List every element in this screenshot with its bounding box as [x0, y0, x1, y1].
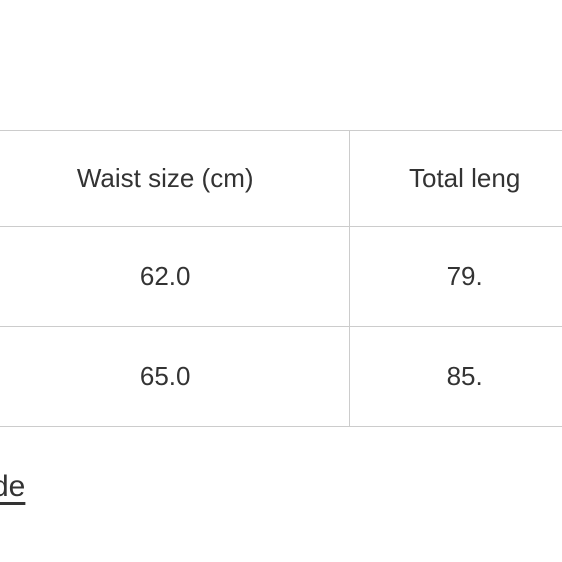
table-row: 65.0 85.: [0, 327, 562, 427]
size-table-container: Waist size (cm) Total leng 62.0 79. 65.0…: [0, 130, 562, 427]
column-header-waist: Waist size (cm): [0, 131, 350, 227]
column-header-length: Total leng: [350, 131, 562, 227]
size-table: Waist size (cm) Total leng 62.0 79. 65.0…: [0, 130, 562, 427]
table-cell: 85.: [350, 327, 562, 427]
table-cell: 65.0: [0, 327, 350, 427]
table-cell: 62.0: [0, 227, 350, 327]
table-header-row: Waist size (cm) Total leng: [0, 131, 562, 227]
table-cell: 79.: [350, 227, 562, 327]
table-row: 62.0 79.: [0, 227, 562, 327]
guide-link[interactable]: de: [0, 470, 25, 504]
